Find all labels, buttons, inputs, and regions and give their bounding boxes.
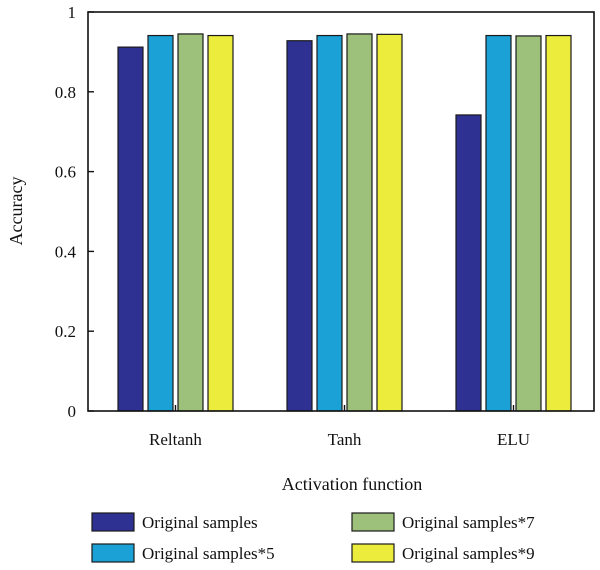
y-tick-label: 0.4 (55, 242, 77, 261)
bar-elu-series-2 (485, 34, 512, 412)
plot-frame (87, 11, 595, 412)
x-ticks-group: Reltanh Tanh ELU (149, 405, 530, 449)
bar-reltanh-series-4 (207, 34, 234, 412)
x-tick-label-tanh: Tanh (328, 430, 362, 449)
legend-swatch-series-1 (91, 512, 135, 532)
y-tick-label: 0.8 (55, 83, 76, 102)
x-tick-label-reltanh: Reltanh (149, 430, 202, 449)
legend-label-series-3: Original samples*7 (402, 513, 535, 532)
y-tick-label: 0 (68, 402, 77, 421)
y-axis-title: Accuracy (6, 177, 26, 246)
legend: Original samples Original samples*5 Origin… (91, 512, 535, 563)
legend-label-series-4: Original samples*9 (402, 544, 535, 563)
bars-group (117, 33, 572, 412)
bar-elu-series-4 (545, 34, 572, 412)
y-tick-label: 0.6 (55, 163, 76, 182)
bar-tanh-series-4 (376, 33, 403, 412)
bar-elu-series-1 (455, 114, 482, 412)
y-ticks-group: 0 0.2 0.4 0.6 0.8 1 (55, 3, 94, 421)
legend-label-series-1: Original samples (142, 513, 258, 532)
bar-reltanh-series-3 (177, 33, 204, 412)
y-tick-label: 1 (68, 3, 77, 22)
bar-reltanh-series-1 (117, 46, 144, 412)
legend-swatch-series-2 (91, 543, 135, 563)
legend-swatch-series-3 (351, 512, 395, 532)
x-tick-label-elu: ELU (497, 430, 530, 449)
legend-swatch-series-4 (351, 543, 395, 563)
bar-tanh-series-2 (316, 34, 343, 412)
axes-group (87, 11, 595, 412)
x-axis-title: Activation function (282, 474, 422, 494)
bar-reltanh-series-2 (147, 34, 174, 412)
bar-elu-series-3 (515, 35, 542, 412)
bar-tanh-series-1 (286, 40, 313, 412)
legend-label-series-2: Original samples*5 (142, 544, 275, 563)
y-tick-label: 0.2 (55, 322, 76, 341)
bar-tanh-series-3 (346, 33, 373, 412)
